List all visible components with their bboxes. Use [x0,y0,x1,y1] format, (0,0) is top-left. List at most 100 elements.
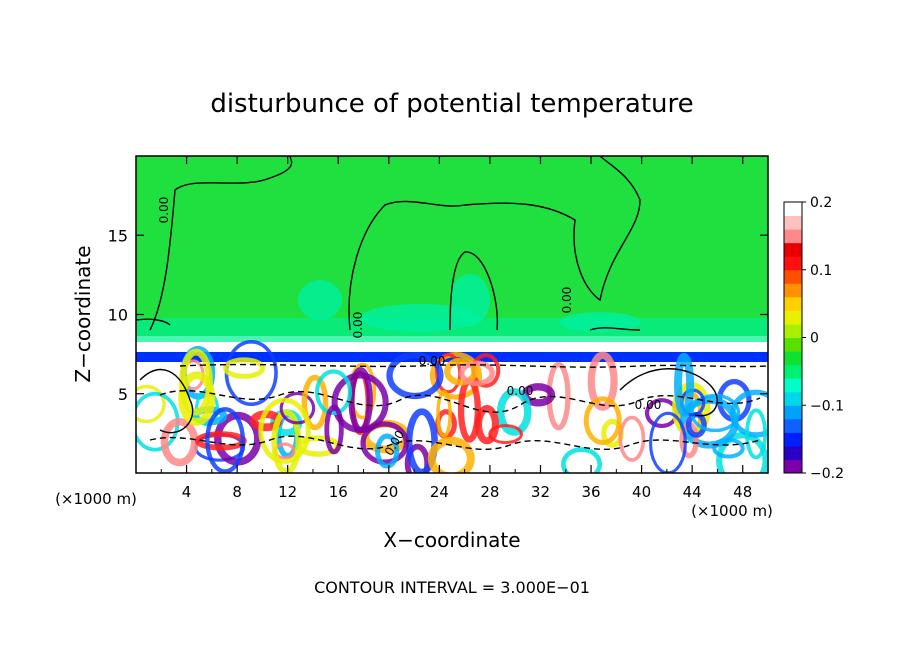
x-tick-label: 36 [581,483,600,501]
colorbar-swatch [784,405,802,420]
perturbation-cell [160,418,199,467]
colorbar-swatch [784,283,802,298]
x-tick-label: 32 [531,483,550,501]
perturbation-cell [444,357,478,386]
perturbation-cells [136,274,768,473]
colorbar-tick-label: −0.1 [810,398,844,414]
x-tick-label: 44 [683,483,702,501]
x-unit-label-right: (×1000 m) [691,502,773,520]
contour-line [149,156,293,331]
field-patch [298,280,342,320]
colorbar-tick-label: 0 [810,331,819,347]
contour-line [348,156,641,331]
colorbar-tick-label: 0.1 [810,263,832,279]
contour-line [136,318,171,326]
colorbar-swatch [784,445,802,460]
field-patch [560,312,640,332]
x-tick-label: 16 [329,483,348,501]
perturbation-cell [618,415,646,462]
field-patch [450,274,490,326]
perturbation-cell [583,396,622,446]
perturbation-cell [561,447,603,473]
perturbation-cell [301,374,329,431]
x-unit-label: (×1000 m) [55,490,137,508]
colorbar-swatch [784,337,802,352]
colorbar-swatch [784,215,802,230]
x-tick-label: 4 [182,483,192,501]
perturbation-cell [459,360,495,387]
y-tick-label: 5 [118,385,128,404]
colorbar-swatch [784,351,802,366]
perturbation-cell [587,351,618,411]
colorbar-swatch [784,418,802,433]
perturbation-cell [427,436,475,473]
perturbation-cell [488,424,523,445]
perturbation-cell [429,352,483,400]
x-tick-label: 48 [733,483,752,501]
contour-interval-note: CONTOUR INTERVAL = 3.000E−01 [314,578,590,597]
colorbar-swatch [784,242,802,257]
perturbation-cell [436,389,452,438]
x-tick-label: 24 [430,483,449,501]
plot-area: 0.000.000.000.000.000.000.00 [136,156,768,473]
perturbation-cell [474,405,500,445]
contour-line [179,363,768,368]
contour-line [139,369,194,434]
perturbation-cell [324,404,344,455]
colorbar-swatch [784,378,802,393]
perturbation-cell [496,388,532,436]
colorbar-tick-label: −0.2 [810,466,844,482]
contour-label: 0.00 [351,312,365,339]
contour-lines [136,156,768,450]
x-tick-label: 8 [232,483,242,501]
x-tick-label: 28 [480,483,499,501]
perturbation-cell [205,407,246,473]
perturbation-cell [745,408,768,460]
contour-label: 0.00 [560,287,574,314]
perturbation-cell [360,421,409,465]
y-axis: 5 10 15 [108,226,768,404]
colorbar: 0.2 0.1 0 −0.1 −0.2 [783,195,844,482]
colorbar-swatch [784,323,802,338]
colorbar-swatch [784,391,802,406]
contour-labels: 0.000.000.000.000.000.000.00 [157,197,661,458]
x-tick-label: 40 [632,483,651,501]
colorbar-swatch [784,269,802,284]
x-tick-label: 12 [278,483,297,501]
colorbar-tick-label: 0.2 [810,195,832,211]
perturbation-cell [258,397,311,464]
contour-label: 0.00 [157,197,171,224]
contour-line [159,390,761,413]
perturbation-cell [271,409,302,473]
colorbar-swatch [784,229,802,244]
colorbar-swatch [784,296,802,311]
contour-line [589,327,641,331]
colorbar-swatch [784,432,802,447]
perturbation-cell [223,357,266,379]
perturbation-cell [136,384,166,424]
colorbar-swatch [784,364,802,379]
contour-line [449,251,499,331]
perturbation-cell [690,393,741,433]
perturbation-cell [331,372,389,433]
contour-label: 0.00 [635,398,662,412]
x-axis-label: X−coordinate [383,528,520,552]
y-tick-label: 15 [108,226,128,245]
x-tick-label: 20 [379,483,398,501]
perturbation-cell [279,392,316,425]
colorbar-swatch [784,459,802,474]
perturbation-cell [178,371,216,426]
perturbation-cell [375,433,400,469]
contour-label: 0.00 [419,354,446,368]
colorbar-swatch [784,310,802,325]
perturbation-cell [712,437,745,459]
perturbation-cell [315,369,352,416]
perturbation-cell [674,352,695,417]
y-tick-label: 10 [108,306,128,325]
colorbar-swatch [784,256,802,271]
contour-line [149,435,761,450]
perturbation-cell [716,432,768,473]
y-axis-label: Z−coordinate [71,245,95,382]
colorbar-swatch [784,202,802,217]
